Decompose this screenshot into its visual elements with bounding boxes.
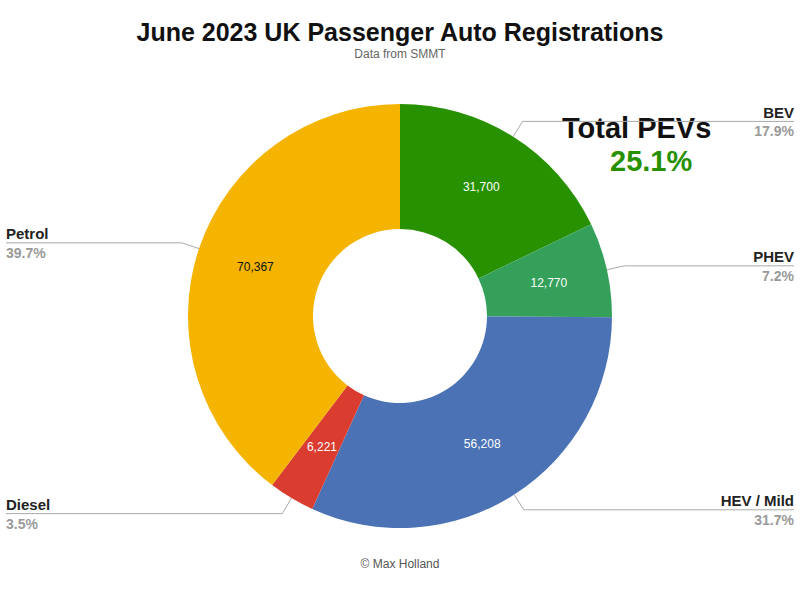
svg-text:56,208: 56,208 xyxy=(464,437,501,451)
svg-text:31,700: 31,700 xyxy=(463,180,500,194)
svg-text:PHEV: PHEV xyxy=(753,248,794,265)
svg-text:31.7%: 31.7% xyxy=(754,512,794,528)
svg-text:Diesel: Diesel xyxy=(6,496,50,513)
svg-text:Total PEVs: Total PEVs xyxy=(562,112,711,144)
svg-text:June 2023 UK Passenger Auto Re: June 2023 UK Passenger Auto Registration… xyxy=(136,18,663,46)
svg-text:Petrol: Petrol xyxy=(6,225,49,242)
svg-text:70,367: 70,367 xyxy=(237,260,274,274)
svg-text:Data from SMMT: Data from SMMT xyxy=(354,47,446,61)
svg-text:6,221: 6,221 xyxy=(307,440,337,454)
svg-text:12,770: 12,770 xyxy=(530,276,567,290)
svg-text:39.7%: 39.7% xyxy=(6,245,46,261)
svg-text:17.9%: 17.9% xyxy=(754,123,794,139)
svg-text:25.1%: 25.1% xyxy=(610,145,692,177)
svg-text:HEV / Mild: HEV / Mild xyxy=(721,492,794,509)
svg-text:3.5%: 3.5% xyxy=(6,516,38,532)
svg-text:© Max Holland: © Max Holland xyxy=(361,557,440,571)
svg-text:7.2%: 7.2% xyxy=(762,268,794,284)
svg-text:BEV: BEV xyxy=(763,104,794,121)
